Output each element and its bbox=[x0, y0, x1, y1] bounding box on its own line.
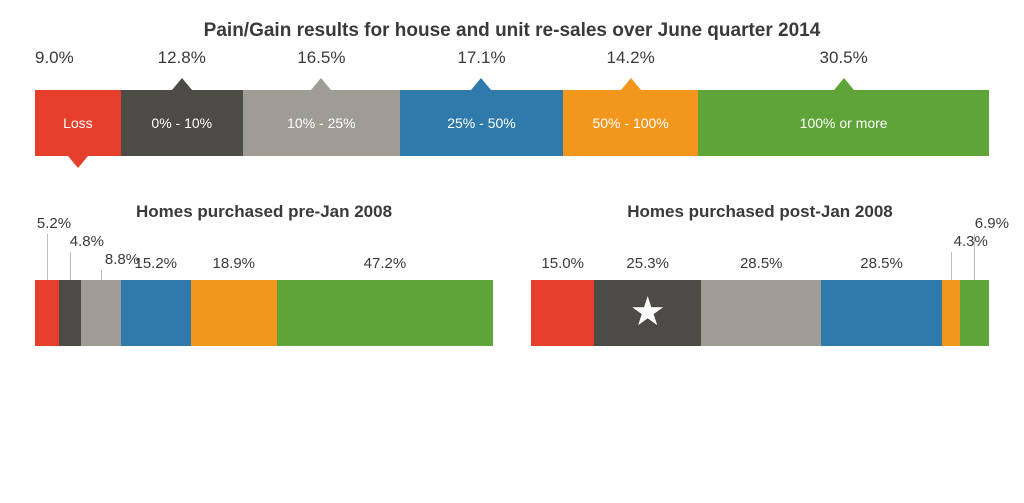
sub-segment: 5.2% bbox=[35, 280, 59, 346]
pointer-up-icon bbox=[311, 78, 331, 90]
main-segment: 0% - 10%12.8% bbox=[121, 90, 243, 156]
pointer-up-icon bbox=[471, 78, 491, 90]
segment-pct: 17.1% bbox=[457, 48, 505, 68]
main-chart: Loss9.0%0% - 10%12.8%10% - 25%16.5%25% -… bbox=[35, 90, 989, 156]
pre-chart: Homes purchased pre-Jan 2008 5.2%4.8%8.8… bbox=[35, 202, 493, 346]
sub-segment: 15.0% bbox=[531, 280, 594, 346]
pre-chart-title: Homes purchased pre-Jan 2008 bbox=[35, 202, 493, 222]
segment-label: 50% - 100% bbox=[592, 115, 668, 131]
segment-label: Loss bbox=[63, 115, 93, 131]
sub-segment: 25.3%★ bbox=[594, 280, 701, 346]
pointer-up-icon bbox=[834, 78, 854, 90]
segment-pct: 30.5% bbox=[820, 48, 868, 68]
pointer-down-icon bbox=[68, 156, 88, 168]
main-segment: 100% or more30.5% bbox=[698, 90, 989, 156]
sub-segment: 4.8% bbox=[59, 280, 81, 346]
sub-segment: 4.3% bbox=[942, 280, 960, 346]
main-segment: 25% - 50%17.1% bbox=[400, 90, 563, 156]
chart-title: Pain/Gain results for house and unit re-… bbox=[35, 20, 989, 42]
segment-pct: 14.2% bbox=[607, 48, 655, 68]
sub-segment-pct: 28.5% bbox=[860, 255, 903, 272]
star-icon: ★ bbox=[630, 292, 666, 332]
post-chart-title: Homes purchased post-Jan 2008 bbox=[531, 202, 989, 222]
sub-segment-pct: 15.0% bbox=[541, 255, 584, 272]
segment-label: 10% - 25% bbox=[287, 115, 355, 131]
leader-line bbox=[70, 252, 71, 280]
pointer-up-icon bbox=[621, 78, 641, 90]
segment-pct: 9.0% bbox=[35, 48, 74, 68]
sub-segment-pct: 6.9% bbox=[975, 215, 1009, 232]
sub-segment-pct: 28.5% bbox=[740, 255, 783, 272]
main-segment: 50% - 100%14.2% bbox=[563, 90, 698, 156]
segment-label: 0% - 10% bbox=[151, 115, 212, 131]
leader-line bbox=[101, 270, 102, 280]
pointer-up-icon bbox=[172, 78, 192, 90]
segment-pct: 16.5% bbox=[297, 48, 345, 68]
leader-line bbox=[951, 252, 952, 280]
main-segment: Loss9.0% bbox=[35, 90, 121, 156]
sub-segment: 47.2% bbox=[277, 280, 493, 346]
main-segment: 10% - 25%16.5% bbox=[243, 90, 400, 156]
sub-segment-pct: 4.8% bbox=[70, 233, 104, 250]
post-chart: Homes purchased post-Jan 2008 15.0%25.3%… bbox=[531, 202, 989, 346]
sub-segment: 15.2% bbox=[121, 280, 191, 346]
sub-segment: 8.8% bbox=[81, 280, 121, 346]
segment-label: 100% or more bbox=[800, 115, 888, 131]
sub-segment: 6.9% bbox=[960, 280, 989, 346]
sub-segment-pct: 25.3% bbox=[626, 255, 669, 272]
segment-pct: 12.8% bbox=[158, 48, 206, 68]
leader-line bbox=[47, 234, 48, 280]
sub-segment: 18.9% bbox=[191, 280, 277, 346]
sub-segment-pct: 47.2% bbox=[364, 255, 407, 272]
sub-segment-pct: 15.2% bbox=[134, 255, 177, 272]
sub-segment: 28.5% bbox=[701, 280, 821, 346]
leader-line bbox=[974, 234, 975, 280]
segment-label: 25% - 50% bbox=[447, 115, 515, 131]
sub-segment-pct: 4.3% bbox=[954, 233, 988, 250]
sub-segment-pct: 18.9% bbox=[212, 255, 255, 272]
sub-segment-pct: 5.2% bbox=[37, 215, 71, 232]
sub-segment: 28.5% bbox=[821, 280, 941, 346]
